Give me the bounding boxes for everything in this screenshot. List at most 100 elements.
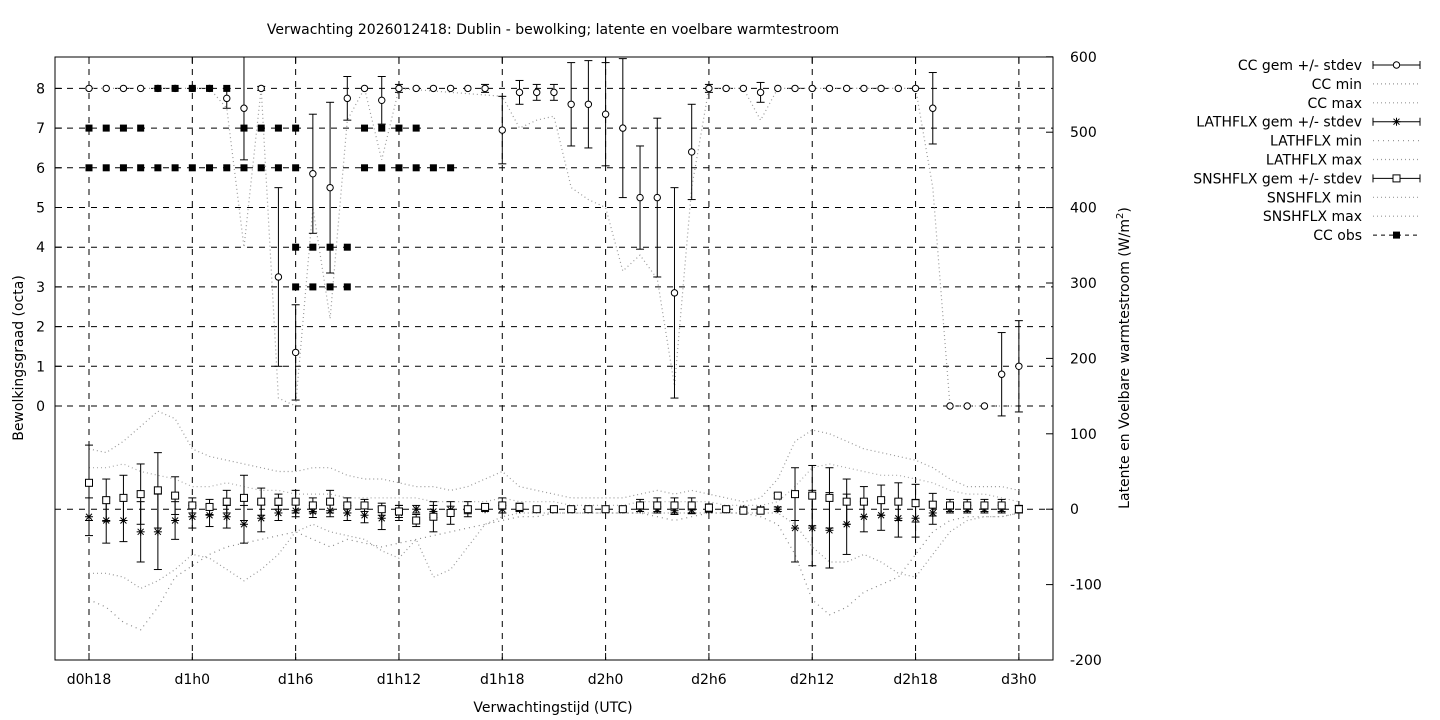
snshflx-point [653, 501, 662, 510]
snshflx-point [825, 493, 834, 502]
snshflx-point [119, 493, 128, 502]
cc-point [360, 84, 369, 93]
legend-label: LATHFLX gem +/- stdev [1196, 115, 1362, 131]
y2-tick-label: -100 [1070, 578, 1102, 594]
snshflx-point [1014, 505, 1023, 514]
y2-axis-label-main: Latente en Voelbare warmtestroom (W/m [1117, 219, 1133, 509]
cc-obs-point [188, 84, 196, 92]
lathflx-point [85, 512, 93, 521]
cc-point [412, 84, 420, 93]
x-tick-label: d3h0 [1001, 672, 1037, 688]
cc-point [291, 348, 300, 357]
cc-obs-point [102, 124, 110, 132]
legend: CC gem +/- stdev CC min CC max LATHFLX gem … [1193, 58, 1421, 244]
snshflx-point [859, 497, 868, 506]
lathflx-point-stroke [102, 517, 110, 524]
lathflx-point-stroke [137, 528, 145, 536]
cc-obs-point [361, 124, 369, 132]
lathflx-point [257, 514, 266, 523]
cc-point [257, 84, 265, 93]
legend-label: SNSHFLX gem +/- stdev [1193, 171, 1362, 187]
snshflx-point [567, 505, 576, 514]
snshflx-point [205, 502, 214, 511]
lathflx-point [842, 520, 851, 529]
cc-point [705, 84, 713, 93]
lathflx-point-stroke [309, 508, 317, 515]
snshflx-point [928, 500, 937, 509]
cc-point [808, 84, 816, 93]
lathflx-point [222, 512, 231, 521]
cc-obs-point [223, 84, 231, 92]
lathflx-point-stroke [343, 509, 351, 517]
cc-point [894, 84, 903, 93]
cc-obs-point [257, 124, 265, 132]
x-tick-label: d2h6 [691, 672, 727, 688]
lathflx-point [928, 508, 937, 517]
snshflx-point [687, 501, 696, 510]
cc-point [877, 84, 885, 93]
cc-obs-point [274, 164, 282, 172]
y-tick-label: 6 [36, 161, 45, 177]
cc-obs-point [274, 124, 282, 132]
cc-point [774, 84, 782, 93]
y-tick-label: 5 [36, 201, 45, 217]
cc-point [533, 88, 541, 97]
cc-obs-point [309, 283, 317, 291]
cc-obs-point [257, 164, 265, 172]
cc-obs-point [137, 124, 145, 132]
cc-obs-point [137, 164, 145, 172]
series-layer [85, 56, 1023, 631]
legend-marker-filled-square [1393, 231, 1400, 239]
y-axis-label: Bewolkingsgraad (octa) [11, 275, 27, 441]
lathflx-point-stroke [843, 520, 851, 528]
cc-point [688, 148, 696, 156]
lathflx-point [360, 511, 369, 520]
cc-point [481, 84, 489, 93]
lathflx-point [911, 514, 920, 523]
lathflx-point [825, 526, 834, 535]
cc-point [498, 126, 506, 134]
lathflx-point-stroke [860, 513, 868, 521]
cc-point [309, 170, 317, 178]
snshflx-point [429, 512, 438, 521]
legend-marker-circle [1392, 61, 1401, 69]
grid [55, 57, 1053, 660]
lathflx-point-stroke [85, 513, 93, 521]
snshflx-point [360, 501, 369, 510]
lathflx-point-stroke [912, 514, 919, 522]
y2-axis-label-sup: 2 [1115, 213, 1126, 219]
lathflx-point [412, 505, 421, 514]
lathflx-point [239, 520, 248, 529]
cc-obs-point [429, 164, 437, 172]
legend-label: CC gem +/- stdev [1238, 58, 1362, 74]
lathflx-point-stroke [378, 514, 386, 522]
cc-obs-point [85, 164, 93, 172]
snshflx-point [171, 491, 180, 500]
lathflx-point [877, 511, 886, 520]
cc-obs-point [378, 164, 386, 172]
snshflx-point [343, 501, 352, 510]
lathflx-point [136, 527, 145, 536]
cc-point [825, 84, 834, 93]
lathflx-point [171, 516, 180, 525]
lathflx-point [894, 514, 903, 523]
cc-obs-point [206, 164, 214, 172]
cc-point [515, 88, 524, 97]
snshflx-point [722, 505, 731, 514]
cc-point [722, 84, 730, 93]
cc-obs-point [326, 243, 334, 251]
legend-label: CC obs [1313, 228, 1362, 244]
cc-point [842, 84, 851, 93]
lathflx-point-stroke [154, 528, 162, 536]
snshflx-point [239, 493, 248, 502]
lathflx-point-stroke [223, 513, 231, 521]
cc-obs-point [378, 124, 386, 132]
snshflx-point [739, 506, 748, 515]
cc-point [550, 88, 558, 97]
cc-point [567, 100, 575, 108]
lathflx-point-stroke [877, 511, 885, 519]
x-tick-label: d0h18 [67, 672, 111, 688]
cc-point [997, 370, 1006, 378]
cc-obs-point [292, 124, 300, 132]
snshflx-point [980, 501, 989, 510]
